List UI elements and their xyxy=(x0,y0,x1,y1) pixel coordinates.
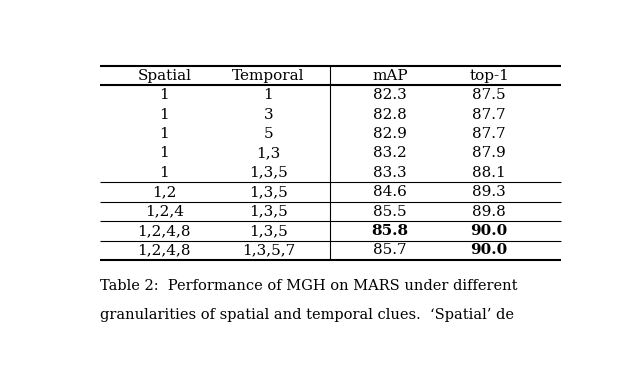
Text: 1: 1 xyxy=(159,146,169,160)
Text: 88.1: 88.1 xyxy=(472,166,506,180)
Text: 83.3: 83.3 xyxy=(373,166,407,180)
Text: 87.9: 87.9 xyxy=(472,146,506,160)
Text: 1,2: 1,2 xyxy=(152,185,177,199)
Text: 82.8: 82.8 xyxy=(373,107,407,121)
Text: 1,3,5,7: 1,3,5,7 xyxy=(242,243,295,258)
Text: granularities of spatial and temporal clues.  ‘Spatial’ de: granularities of spatial and temporal cl… xyxy=(100,308,514,322)
Text: 1: 1 xyxy=(159,88,169,102)
Text: 87.7: 87.7 xyxy=(472,127,506,141)
Text: 1,3,5: 1,3,5 xyxy=(249,166,288,180)
Text: Temporal: Temporal xyxy=(232,69,305,83)
Text: 1,3,5: 1,3,5 xyxy=(249,224,288,238)
Text: 1,2,4: 1,2,4 xyxy=(145,204,184,218)
Text: 82.3: 82.3 xyxy=(373,88,407,102)
Text: 90.0: 90.0 xyxy=(470,224,508,238)
Text: 90.0: 90.0 xyxy=(470,243,508,258)
Text: 83.2: 83.2 xyxy=(373,146,407,160)
Text: 1,3: 1,3 xyxy=(257,146,280,160)
Text: Table 2:  Performance of MGH on MARS under different: Table 2: Performance of MGH on MARS unde… xyxy=(100,279,517,293)
Text: 1: 1 xyxy=(159,107,169,121)
Text: 3: 3 xyxy=(264,107,273,121)
Text: 87.7: 87.7 xyxy=(472,107,506,121)
Text: 85.8: 85.8 xyxy=(371,224,408,238)
Text: 5: 5 xyxy=(264,127,273,141)
Text: 87.5: 87.5 xyxy=(472,88,506,102)
Text: 1,3,5: 1,3,5 xyxy=(249,185,288,199)
Text: mAP: mAP xyxy=(372,69,408,83)
Text: 85.7: 85.7 xyxy=(373,243,407,258)
Text: 1: 1 xyxy=(159,166,169,180)
Text: 1,2,4,8: 1,2,4,8 xyxy=(138,243,191,258)
Text: 85.5: 85.5 xyxy=(373,204,407,218)
Text: 1: 1 xyxy=(264,88,273,102)
Text: 82.9: 82.9 xyxy=(373,127,407,141)
Text: top-1: top-1 xyxy=(469,69,509,83)
Text: 1,2,4,8: 1,2,4,8 xyxy=(138,224,191,238)
Text: 89.8: 89.8 xyxy=(472,204,506,218)
Text: Spatial: Spatial xyxy=(138,69,191,83)
Text: 89.3: 89.3 xyxy=(472,185,506,199)
Text: 84.6: 84.6 xyxy=(373,185,407,199)
Text: 1,3,5: 1,3,5 xyxy=(249,204,288,218)
Text: 1: 1 xyxy=(159,127,169,141)
